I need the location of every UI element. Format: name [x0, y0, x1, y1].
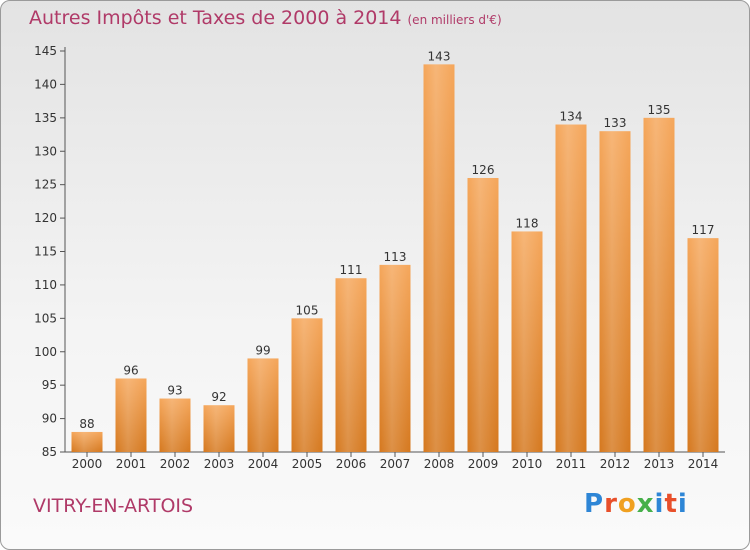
x-tick-label: 2008 — [424, 457, 455, 471]
y-tick-label: 135 — [34, 111, 57, 125]
bar-highlight — [599, 131, 631, 452]
bar-highlight — [467, 177, 499, 452]
x-tick-label: 2005 — [292, 457, 323, 471]
logo-letter: o — [617, 489, 637, 519]
data-label: 99 — [255, 343, 270, 357]
x-tick-label: 2001 — [116, 457, 147, 471]
logo-letter: t — [664, 489, 678, 519]
x-tick-label: 2013 — [644, 457, 675, 471]
y-tick-label: 90 — [42, 412, 57, 426]
chart-title: Autres Impôts et Taxes de 2000 à 2014 (en… — [29, 7, 502, 29]
data-label: 133 — [604, 116, 627, 130]
data-label: 111 — [340, 263, 363, 277]
x-tick-label: 2006 — [336, 457, 367, 471]
y-tick-label: 140 — [34, 77, 57, 91]
data-label: 126 — [472, 163, 495, 177]
bar-highlight — [555, 124, 587, 453]
bar-highlight — [71, 431, 103, 452]
x-tick-label: 2010 — [512, 457, 543, 471]
y-tick-label: 145 — [34, 44, 57, 58]
title-unit: (en milliers d'€) — [407, 13, 502, 27]
y-tick-label: 105 — [34, 311, 57, 325]
bar-highlight — [511, 231, 543, 452]
data-label: 135 — [648, 103, 671, 117]
data-label: 92 — [211, 390, 226, 404]
proxiti-logo: Proxiti — [584, 489, 688, 519]
logo-letter: P — [584, 489, 605, 519]
town-name: VITRY-EN-ARTOIS — [33, 495, 194, 517]
x-tick-label: 2002 — [160, 457, 191, 471]
logo-letter: r — [604, 489, 618, 519]
bar-highlight — [115, 378, 147, 452]
logo-letter: i — [654, 489, 665, 519]
bar-highlight — [291, 318, 323, 452]
logo-letter: x — [636, 489, 655, 519]
x-tick-label: 2009 — [468, 457, 499, 471]
bar-highlight — [203, 405, 235, 452]
bar-highlight — [335, 278, 367, 452]
y-tick-label: 115 — [34, 245, 57, 259]
data-label: 93 — [167, 384, 182, 398]
y-tick-label: 110 — [34, 278, 57, 292]
bar-highlight — [247, 358, 279, 452]
y-tick-label: 130 — [34, 144, 57, 158]
x-tick-label: 2011 — [556, 457, 587, 471]
data-label: 117 — [692, 223, 715, 237]
y-tick-label: 120 — [34, 211, 57, 225]
data-label: 143 — [428, 49, 451, 63]
y-tick-label: 125 — [34, 178, 57, 192]
x-tick-label: 2014 — [688, 457, 719, 471]
y-tick-label: 100 — [34, 345, 57, 359]
x-tick-label: 2000 — [72, 457, 103, 471]
data-label: 113 — [384, 250, 407, 264]
x-tick-label: 2004 — [248, 457, 279, 471]
data-label: 105 — [296, 303, 319, 317]
data-label: 96 — [123, 363, 138, 377]
y-tick-label: 95 — [42, 378, 57, 392]
x-tick-label: 2012 — [600, 457, 631, 471]
bar-highlight — [423, 64, 455, 452]
y-tick-label: 85 — [42, 445, 57, 459]
x-tick-label: 2007 — [380, 457, 411, 471]
bar-highlight — [159, 398, 191, 452]
data-label: 118 — [516, 216, 539, 230]
bar-highlight — [643, 117, 675, 452]
x-tick-label: 2003 — [204, 457, 235, 471]
bar-highlight — [379, 264, 411, 452]
bar-highlight — [687, 238, 719, 452]
data-label: 134 — [560, 110, 583, 124]
logo-letter: i — [677, 489, 688, 519]
data-label: 88 — [79, 417, 94, 431]
title-text: Autres Impôts et Taxes de 2000 à 2014 — [29, 7, 402, 29]
